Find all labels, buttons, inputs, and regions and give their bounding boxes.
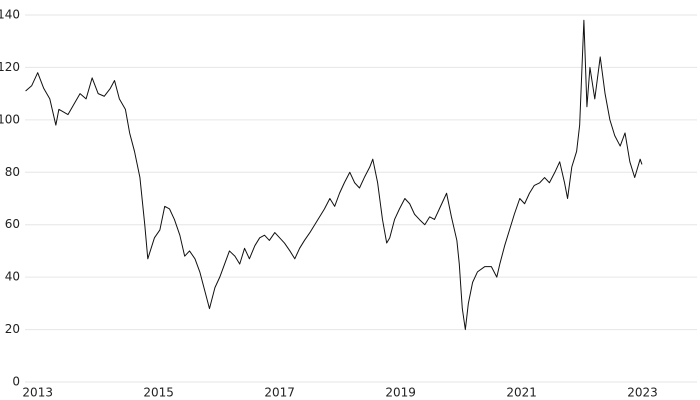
y-tick-label: 100 (0, 112, 20, 126)
y-tick-label: 0 (12, 375, 20, 389)
x-tick-label: 2013 (22, 386, 53, 400)
x-tick-label: 2017 (264, 386, 295, 400)
x-tick-label: 2019 (385, 386, 416, 400)
y-tick-label: 20 (5, 322, 20, 336)
x-tick-label: 2021 (506, 386, 537, 400)
y-tick-label: 120 (0, 60, 20, 74)
y-tick-label: 60 (5, 217, 20, 231)
y-tick-label: 80 (5, 165, 20, 179)
y-tick-label: 140 (0, 8, 20, 22)
x-tick-label: 2023 (627, 386, 658, 400)
x-tick-label: 2015 (143, 386, 174, 400)
y-tick-label: 40 (5, 270, 20, 284)
price-line (25, 19, 643, 331)
